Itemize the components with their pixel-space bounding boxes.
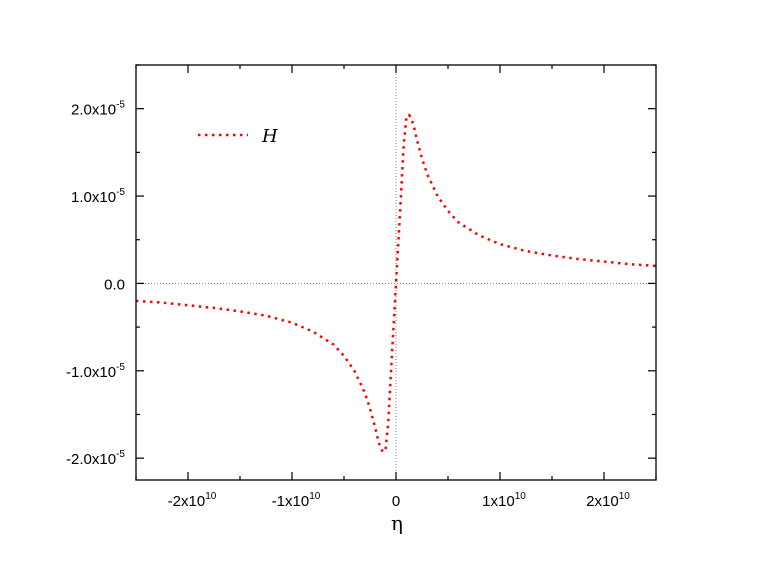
y-tick-label: 2.0x10-5	[71, 100, 125, 119]
y-tick-label: -2.0x10-5	[66, 449, 125, 468]
x-tick-label: 1x1010	[482, 491, 526, 510]
x-tick-label: -2x1010	[168, 491, 217, 510]
ticks	[135, 64, 657, 480]
tick-labels: -2x1010 -1x1010 0 1x1010 2x1010 2.0x10-5 1.0x1…	[66, 100, 630, 510]
y-tick-label: 1.0x10-5	[71, 187, 125, 206]
y-tick-label: 0.0	[104, 276, 125, 293]
y-tick-label: -1.0x10-5	[66, 362, 125, 381]
legend: H	[198, 126, 278, 147]
legend-label: H	[261, 126, 278, 147]
x-axis-title: η	[391, 511, 403, 535]
x-tick-label: 0	[392, 493, 400, 510]
x-tick-label: -1x1010	[272, 491, 321, 510]
x-tick-label: 2x1010	[586, 491, 630, 510]
